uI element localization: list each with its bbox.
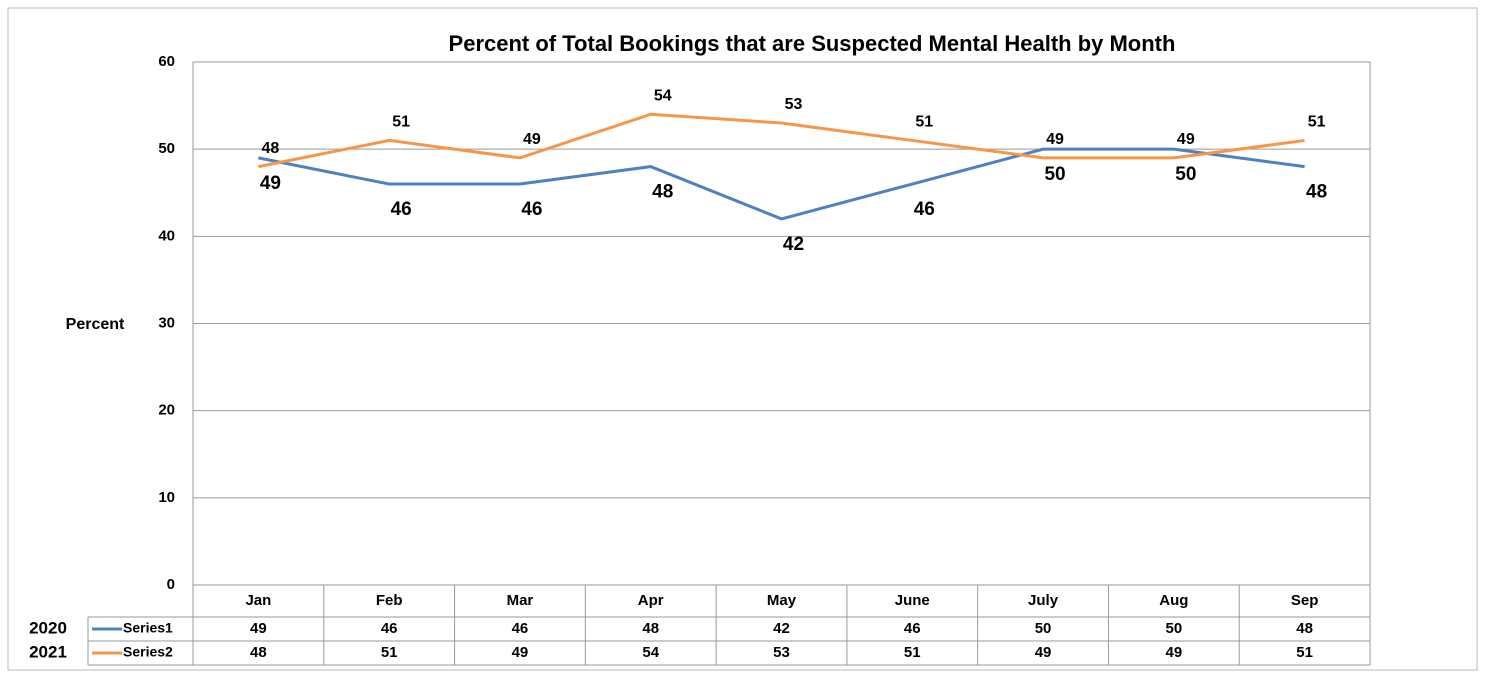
data-label: 46 (391, 199, 412, 220)
table-cell: 51 (1296, 644, 1313, 661)
y-tick-label: 30 (158, 314, 175, 331)
row-label: 2020 (29, 618, 67, 637)
table-cell: 46 (381, 620, 398, 637)
x-tick-label: May (767, 592, 797, 609)
table-cell: 51 (381, 644, 398, 661)
data-label: 51 (392, 114, 410, 131)
data-label: 53 (785, 96, 803, 113)
data-label: 51 (915, 114, 933, 131)
table-cell: 50 (1165, 620, 1182, 637)
line-series (258, 112, 1305, 169)
data-label: 51 (1308, 114, 1326, 131)
table-cell: 42 (773, 620, 790, 637)
table-cell: 49 (1165, 644, 1182, 661)
x-tick-label: July (1028, 592, 1059, 609)
table-cell: 53 (773, 644, 790, 661)
data-label: 50 (1044, 164, 1065, 185)
y-tick-label: 60 (158, 53, 175, 70)
x-tick-label: Aug (1159, 592, 1188, 609)
table-cell: 51 (904, 644, 921, 661)
data-label: 49 (523, 131, 541, 148)
y-axis-label: Percent (66, 316, 125, 333)
table-cell: 49 (1035, 644, 1052, 661)
legend-label: Series2 (123, 644, 173, 660)
x-tick-label: Mar (507, 592, 534, 609)
x-tick-label: Apr (638, 592, 664, 609)
data-label: 48 (261, 140, 279, 157)
x-tick-label: Jan (245, 592, 271, 609)
table-cell: 49 (250, 620, 267, 637)
table-cell: 46 (512, 620, 529, 637)
legend-label: Series1 (123, 620, 173, 636)
chart-frame (7, 7, 1478, 671)
data-label: 49 (1046, 131, 1064, 148)
line-series (258, 147, 1305, 221)
y-tick-label: 40 (158, 227, 175, 244)
table-cell: 48 (1296, 620, 1313, 637)
table-cell: 50 (1035, 620, 1052, 637)
chart-title: Percent of Total Bookings that are Suspe… (449, 31, 1176, 56)
data-label: 49 (260, 173, 281, 194)
data-label: 42 (783, 234, 804, 255)
table-cell: 48 (250, 644, 267, 661)
table-cell: 46 (904, 620, 921, 637)
y-tick-label: 0 (167, 576, 175, 593)
data-label: 46 (914, 199, 935, 220)
data-label: 50 (1175, 164, 1196, 185)
data-label: 49 (1177, 131, 1195, 148)
table-cell: 49 (512, 644, 529, 661)
x-tick-label: June (895, 592, 930, 609)
row-label: 2021 (29, 642, 67, 661)
data-label: 54 (654, 88, 672, 105)
x-tick-label: Sep (1291, 592, 1319, 609)
data-label: 46 (521, 199, 542, 220)
table-cell: 48 (642, 620, 659, 637)
y-tick-label: 20 (158, 402, 175, 419)
y-tick-label: 10 (158, 489, 175, 506)
x-tick-label: Feb (376, 592, 403, 609)
data-label: 48 (652, 182, 673, 203)
y-tick-label: 50 (158, 140, 175, 157)
data-label: 48 (1306, 182, 1327, 203)
table-cell: 54 (642, 644, 659, 661)
